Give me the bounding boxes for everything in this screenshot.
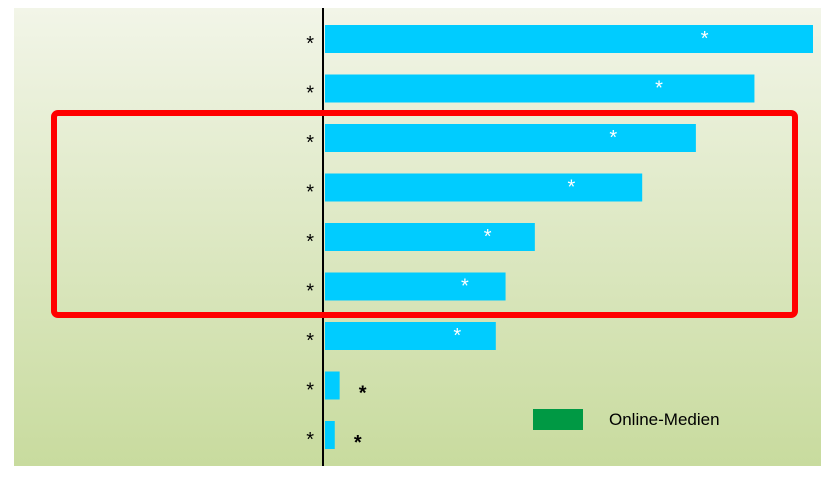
highlight-box bbox=[51, 110, 798, 318]
value-label-4: * bbox=[484, 226, 492, 248]
value-label-2: * bbox=[609, 127, 617, 149]
bar-7 bbox=[325, 371, 340, 400]
value-label-6: * bbox=[453, 325, 461, 347]
category-label-2: * bbox=[306, 132, 314, 154]
bar-1 bbox=[325, 74, 755, 103]
category-label-8: * bbox=[306, 429, 314, 451]
value-label-0: * bbox=[701, 28, 709, 50]
value-label-3: * bbox=[568, 177, 576, 199]
labels-layer: * * * * * * * * * * * * * * * * * * bbox=[306, 28, 709, 454]
bar-5 bbox=[325, 272, 506, 301]
value-label-8: * bbox=[354, 432, 362, 454]
legend-swatch bbox=[533, 409, 583, 430]
category-label-1: * bbox=[306, 83, 314, 105]
legend-label: Online-Medien bbox=[609, 410, 720, 429]
bar-chart: * * * * * * * * * * * * * * * * * * Online-Medien bbox=[14, 8, 821, 466]
value-label-7: * bbox=[359, 383, 367, 405]
value-label-5: * bbox=[461, 276, 469, 298]
bar-3 bbox=[325, 173, 643, 202]
legend: Online-Medien bbox=[533, 409, 720, 430]
bars-layer bbox=[325, 25, 813, 449]
category-label-7: * bbox=[306, 380, 314, 402]
bar-2 bbox=[325, 124, 696, 152]
value-label-1: * bbox=[655, 78, 663, 100]
bar-4 bbox=[325, 223, 535, 251]
bar-8 bbox=[325, 421, 335, 449]
bar-0 bbox=[325, 25, 813, 53]
category-label-4: * bbox=[306, 231, 314, 253]
chart-area: * * * * * * * * * * * * * * * * * * Online-Medien bbox=[14, 8, 821, 466]
bar-6 bbox=[325, 322, 496, 350]
category-label-5: * bbox=[306, 281, 314, 303]
category-label-6: * bbox=[306, 330, 314, 352]
category-label-0: * bbox=[306, 33, 314, 55]
category-label-3: * bbox=[306, 182, 314, 204]
